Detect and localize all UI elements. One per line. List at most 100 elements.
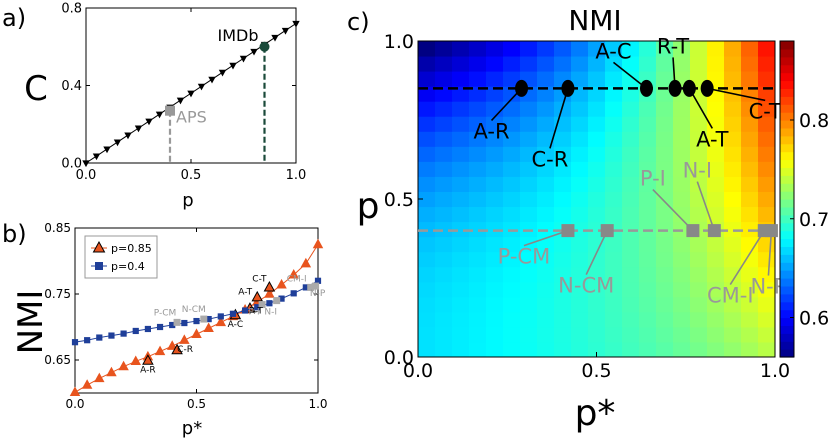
panel-a-xtick-label: 1.0 bbox=[286, 168, 307, 183]
heatmap-cell bbox=[486, 101, 504, 117]
panel-c-leader-p-cm bbox=[523, 229, 569, 247]
heatmap-cell bbox=[622, 71, 640, 87]
heatmap-cell bbox=[435, 86, 453, 102]
panel-c-heatmap: 0.0 0.5 1.0 0.0 0.5 1.0 bbox=[384, 31, 790, 382]
panel-a-point-imdb bbox=[259, 41, 270, 52]
heatmap-cell bbox=[724, 296, 742, 313]
heatmap-cell bbox=[588, 266, 606, 283]
heatmap-cell bbox=[537, 236, 555, 253]
panel-c-leader-cm-i bbox=[729, 230, 765, 286]
panel-b-point bbox=[181, 319, 188, 327]
heatmap-cell bbox=[758, 236, 776, 253]
colorbar-segment bbox=[780, 175, 794, 184]
heatmap-cell bbox=[639, 146, 657, 162]
heatmap-cell bbox=[673, 251, 691, 268]
panel-b-point bbox=[193, 317, 200, 325]
panel-c-label-p-i: P-I bbox=[640, 167, 666, 191]
colorbar-segment bbox=[780, 56, 794, 66]
heatmap-cell bbox=[588, 86, 606, 102]
heatmap-cell bbox=[418, 251, 436, 268]
heatmap-cell bbox=[673, 131, 691, 147]
heatmap-cell bbox=[622, 266, 640, 283]
panel-b-legend: p=0.85 p=0.4 bbox=[84, 235, 158, 279]
heatmap-cell bbox=[537, 191, 555, 208]
heatmap-cell bbox=[452, 281, 470, 298]
heatmap-cell bbox=[435, 116, 453, 132]
heatmap-cell bbox=[656, 206, 674, 223]
heatmap-cell bbox=[639, 326, 657, 343]
heatmap-cell bbox=[452, 161, 470, 177]
heatmap-cell bbox=[673, 266, 691, 283]
panel-c-label-r-t: R-T bbox=[657, 34, 689, 58]
heatmap-cell bbox=[741, 41, 759, 57]
heatmap-cell bbox=[537, 326, 555, 343]
heatmap-cell bbox=[656, 311, 674, 328]
heatmap-cell bbox=[571, 206, 589, 223]
heatmap-cell bbox=[503, 236, 521, 253]
panel-b-point bbox=[179, 334, 190, 344]
panel-b-plot-area: 0.0 0.5 1.0 0.65 0.75 0.85 A-R C-R A-C R-T A-TC-T P… bbox=[44, 221, 327, 411]
panel-c-ytick-label: 0.0 bbox=[384, 347, 414, 369]
heatmap-cell bbox=[639, 221, 657, 238]
panel-c-label-c-r: C-R bbox=[532, 147, 569, 171]
heatmap-cell bbox=[758, 146, 776, 162]
heatmap-cell bbox=[435, 296, 453, 313]
heatmap-cell bbox=[520, 176, 538, 192]
heatmap-cell bbox=[588, 176, 606, 192]
heatmap-cell bbox=[503, 266, 521, 283]
colorbar-segment bbox=[780, 317, 794, 326]
heatmap-cell bbox=[690, 251, 708, 268]
heatmap-cell bbox=[673, 281, 691, 298]
heatmap-cell bbox=[571, 146, 589, 162]
colorbar-segment bbox=[780, 333, 794, 342]
heatmap-cell bbox=[554, 206, 572, 223]
heatmap-cell bbox=[554, 41, 572, 57]
heatmap-cell bbox=[724, 206, 742, 223]
panel-c-leader-p-i bbox=[652, 189, 694, 232]
colorbar-segment bbox=[780, 222, 794, 232]
heatmap-cell bbox=[758, 71, 776, 87]
heatmap-cell bbox=[724, 71, 742, 87]
heatmap-cell bbox=[435, 131, 453, 147]
heatmap-cell bbox=[673, 41, 691, 57]
colorbar-segment bbox=[780, 96, 794, 105]
heatmap-cell bbox=[758, 116, 776, 132]
heatmap-cell bbox=[435, 176, 453, 192]
panel-a-ylabel: C bbox=[24, 69, 48, 109]
panel-c-label-a-c: A-C bbox=[595, 39, 631, 63]
heatmap-cell bbox=[435, 206, 453, 223]
heatmap-cell bbox=[656, 161, 674, 177]
heatmap-cell bbox=[469, 326, 487, 343]
colorbar-segment bbox=[780, 191, 794, 200]
heatmap-cell bbox=[605, 236, 623, 253]
heatmap-cell bbox=[520, 206, 538, 223]
heatmap-cell bbox=[588, 146, 606, 162]
heatmap-cell bbox=[435, 221, 453, 238]
panel-b-point bbox=[300, 257, 312, 268]
heatmap-cell bbox=[452, 236, 470, 253]
heatmap-cell bbox=[758, 296, 776, 313]
heatmap-cell bbox=[724, 341, 742, 358]
heatmap-cell bbox=[486, 266, 504, 283]
heatmap-cell bbox=[741, 326, 759, 343]
heatmap-cell bbox=[571, 281, 589, 298]
heatmap-cell bbox=[503, 281, 521, 298]
heatmap-cell bbox=[622, 326, 640, 343]
heatmap-cell bbox=[537, 131, 555, 147]
heatmap-cell bbox=[418, 41, 436, 57]
heatmap-cell bbox=[741, 56, 759, 72]
heatmap-cell bbox=[469, 56, 487, 72]
heatmap-cell bbox=[571, 251, 589, 268]
heatmap-cell bbox=[469, 161, 487, 177]
panel-c-leader-n-p bbox=[767, 230, 773, 276]
heatmap-cell bbox=[622, 161, 640, 177]
heatmap-cell bbox=[622, 341, 640, 358]
panel-b-marked-a-t bbox=[251, 290, 264, 302]
heatmap-cell bbox=[622, 236, 640, 253]
heatmap-cell bbox=[673, 206, 691, 223]
panel-b-label-a-t: A-T bbox=[238, 287, 252, 297]
heatmap-cell bbox=[622, 311, 640, 328]
colorbar-segment bbox=[780, 151, 794, 161]
heatmap-cell bbox=[571, 311, 589, 328]
heatmap-cell bbox=[656, 56, 674, 72]
